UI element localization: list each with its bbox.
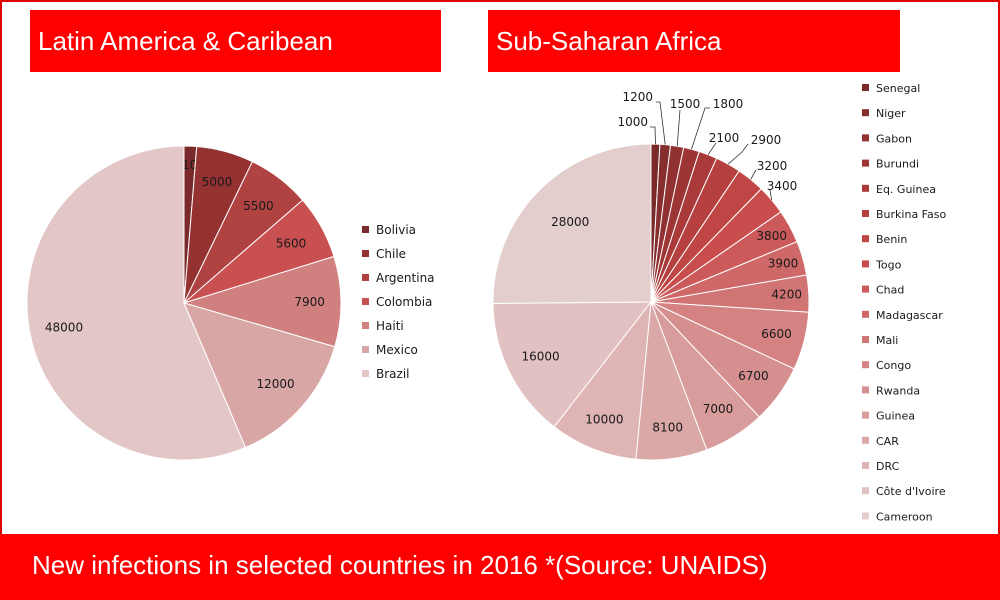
data-label: 2900 bbox=[751, 133, 782, 147]
legend-label: CAR bbox=[876, 435, 899, 448]
data-label: 5600 bbox=[276, 237, 307, 251]
legend-swatch bbox=[862, 260, 869, 268]
data-label: 5000 bbox=[202, 175, 233, 189]
pie-slice-brazil bbox=[26, 145, 247, 461]
pie-slice-c-te-d-ivoire bbox=[492, 301, 653, 428]
pie-slice-cameroon bbox=[492, 143, 652, 304]
legend-swatch bbox=[862, 411, 869, 419]
legend-label: Chile bbox=[376, 247, 406, 261]
legend-label: Brazil bbox=[376, 367, 410, 381]
legend-label: Gabon bbox=[876, 132, 912, 145]
legend-label: Haiti bbox=[376, 319, 404, 333]
leader-line bbox=[656, 101, 666, 145]
legend-label: Rwanda bbox=[876, 384, 920, 397]
legend-label: Eq. Guinea bbox=[876, 183, 936, 196]
data-label: 12000 bbox=[257, 377, 295, 391]
legend-swatch bbox=[862, 436, 869, 444]
leader-line bbox=[707, 142, 717, 155]
chart-title-sub-saharan-africa: Sub-Saharan Africa bbox=[488, 10, 900, 72]
legend-swatch bbox=[862, 361, 869, 369]
data-label: 2100 bbox=[709, 131, 740, 145]
legend-label: Burkina Faso bbox=[876, 208, 946, 221]
legend-label: DRC bbox=[876, 460, 900, 473]
data-label: 3800 bbox=[756, 229, 787, 243]
data-label: 16000 bbox=[522, 350, 560, 364]
legend-swatch bbox=[862, 109, 869, 117]
legend-label: Madagascar bbox=[876, 309, 943, 322]
data-label: 1800 bbox=[713, 97, 744, 111]
legend-swatch bbox=[862, 487, 869, 495]
legend-swatch bbox=[862, 134, 869, 142]
leader-line bbox=[676, 109, 681, 147]
leader-line bbox=[750, 169, 757, 180]
legend-label: Chad bbox=[876, 284, 904, 297]
legend-label: Benin bbox=[876, 233, 907, 246]
legend-swatch bbox=[862, 310, 869, 318]
legend-label: Togo bbox=[875, 258, 902, 271]
data-label: 3400 bbox=[767, 179, 798, 193]
legend-swatch bbox=[362, 346, 369, 353]
legend-label: Côte d'Ivoire bbox=[876, 485, 946, 498]
data-label: 48000 bbox=[45, 321, 83, 335]
data-label: 3200 bbox=[757, 159, 788, 173]
legend-label: Cameroon bbox=[876, 510, 933, 523]
legend-swatch bbox=[862, 386, 869, 394]
data-label: 7000 bbox=[703, 402, 734, 416]
leader-line bbox=[727, 143, 749, 165]
legend-label: Mali bbox=[876, 334, 898, 347]
data-label: 1200 bbox=[622, 90, 653, 104]
data-label: 3900 bbox=[768, 257, 799, 271]
legend-swatch bbox=[862, 462, 869, 469]
legend-label: Mexico bbox=[376, 343, 418, 357]
leader-line bbox=[769, 189, 772, 200]
legend-swatch bbox=[362, 298, 369, 305]
legend-swatch bbox=[862, 235, 869, 243]
data-label: 10000 bbox=[585, 413, 623, 427]
legend-swatch bbox=[862, 336, 869, 343]
footer-caption: New infections in selected countries in … bbox=[0, 534, 1000, 600]
data-label: 1500 bbox=[670, 97, 701, 111]
data-label: 7900 bbox=[294, 295, 325, 309]
data-label: 5500 bbox=[243, 199, 274, 213]
data-label: 1000 bbox=[617, 115, 648, 129]
legend-swatch bbox=[862, 184, 869, 192]
legend-label: Congo bbox=[876, 359, 911, 372]
legend-label: Colombia bbox=[376, 295, 432, 309]
legend-swatch bbox=[362, 226, 369, 233]
data-label: 28000 bbox=[551, 215, 589, 229]
legend-label: Guinea bbox=[876, 410, 915, 423]
data-label: 4200 bbox=[771, 288, 802, 302]
legend-swatch bbox=[862, 512, 869, 520]
leader-line bbox=[650, 126, 656, 145]
legend-swatch bbox=[862, 285, 869, 293]
legend-swatch bbox=[362, 370, 369, 377]
legend-swatch bbox=[862, 84, 869, 91]
data-label: 8100 bbox=[652, 420, 683, 434]
legend-swatch bbox=[362, 274, 369, 281]
legend-label: Argentina bbox=[376, 271, 435, 285]
pie-slice-drc bbox=[553, 300, 652, 460]
pie-slice-mexico bbox=[183, 302, 336, 449]
legend-swatch bbox=[362, 250, 369, 257]
legend-label: Niger bbox=[876, 107, 906, 120]
data-label: 6600 bbox=[761, 327, 792, 341]
legend-label: Senegal bbox=[876, 82, 920, 95]
data-label: 6700 bbox=[738, 369, 769, 383]
pie-slice-haiti bbox=[182, 255, 342, 348]
chart-title-latin-america: Latin America & Caribean bbox=[30, 10, 441, 72]
legend-label: Bolivia bbox=[376, 223, 416, 237]
legend-swatch bbox=[862, 210, 869, 217]
legend-swatch bbox=[862, 159, 869, 167]
leader-line bbox=[691, 107, 710, 150]
legend-swatch bbox=[362, 322, 369, 329]
legend-label: Burundi bbox=[876, 158, 919, 171]
